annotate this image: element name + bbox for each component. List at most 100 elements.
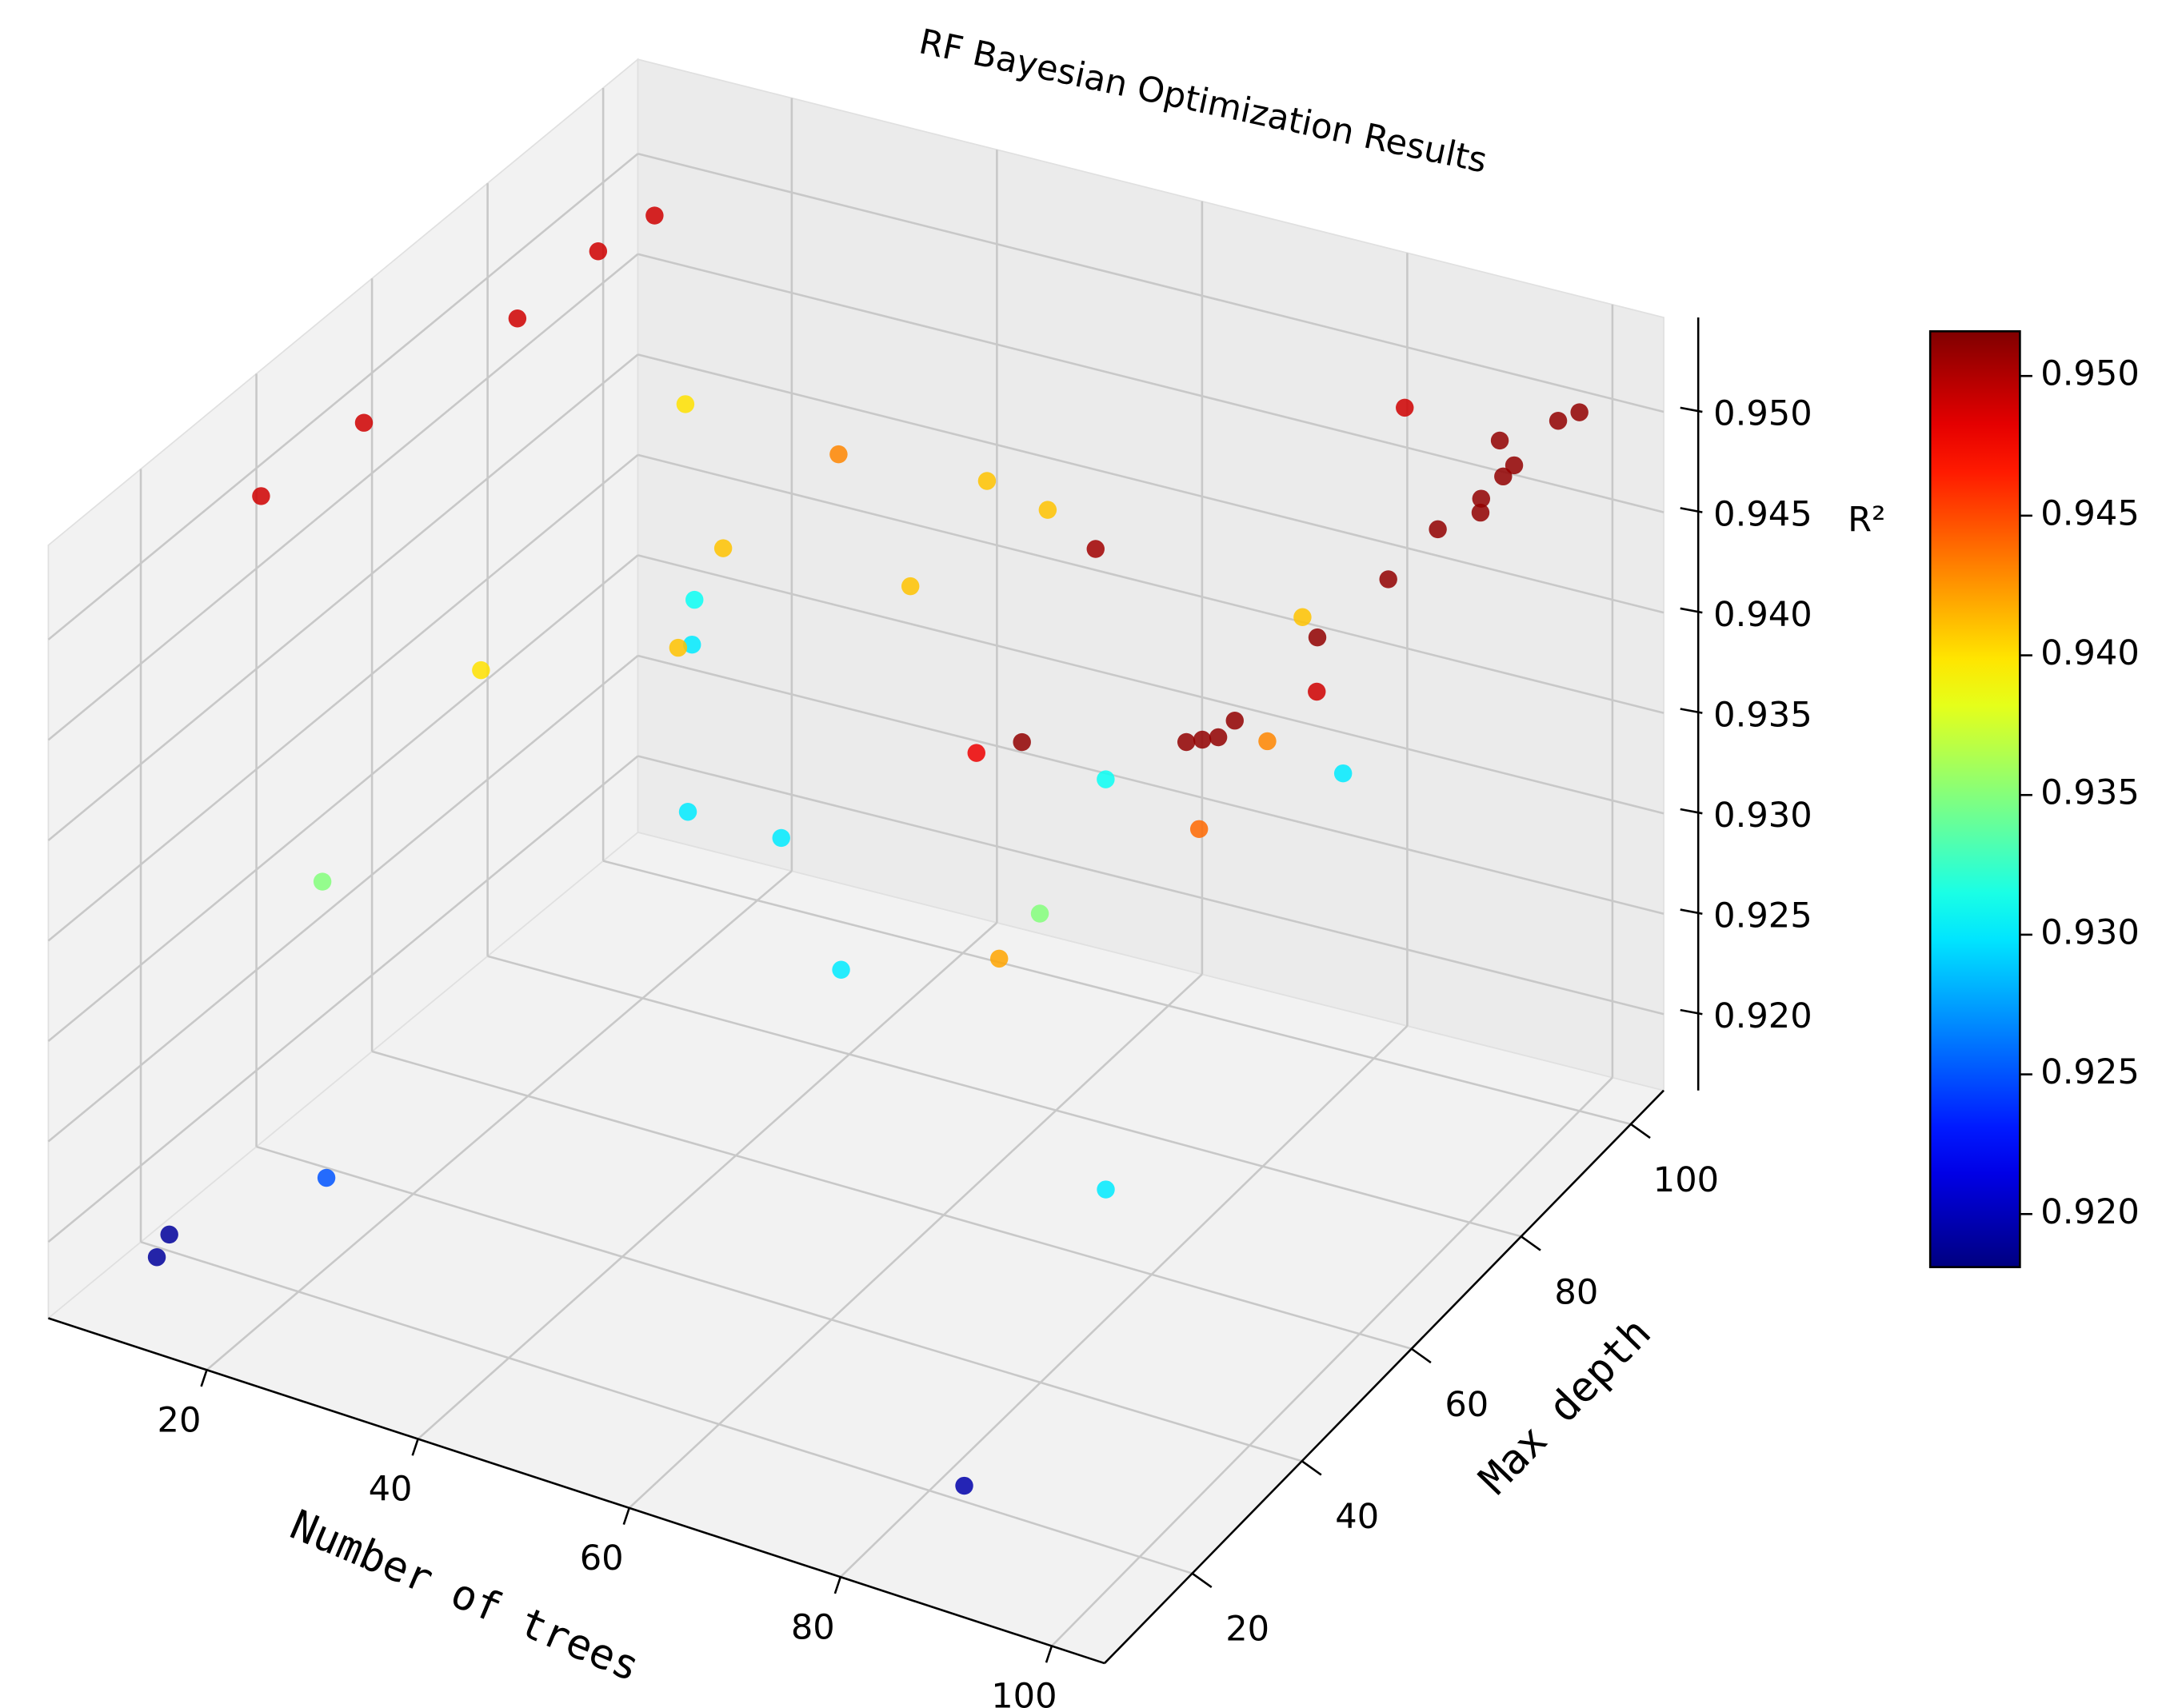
colorbar-tick-label: 0.935 (2040, 773, 2140, 813)
x-tick-label: 40 (369, 1470, 413, 1510)
colorbar (1928, 330, 2021, 1268)
data-point (1505, 456, 1524, 475)
y-tick (1521, 1235, 1541, 1251)
data-point (354, 413, 374, 432)
z-tick-label: 0.950 (1713, 394, 1812, 434)
z-tick-label: 0.930 (1713, 796, 1812, 836)
colorbar-tick-label: 0.925 (2040, 1052, 2140, 1092)
data-point (772, 828, 790, 848)
data-point (1293, 608, 1312, 626)
data-point (1097, 770, 1115, 788)
z-tick-label: 0.920 (1713, 996, 1812, 1036)
data-point (147, 1248, 166, 1267)
data-point (1379, 570, 1397, 589)
data-point (1177, 732, 1196, 752)
z-grid-line (47, 253, 639, 741)
data-point (676, 395, 695, 413)
colorbar-tick-label: 0.940 (2040, 633, 2140, 673)
y-tick (1191, 1572, 1213, 1588)
y-grid-line (140, 1240, 1193, 1574)
z-grid-line (637, 353, 1664, 614)
z-grid-line (637, 554, 1664, 815)
data-point (1086, 540, 1105, 558)
x-tick (200, 1369, 208, 1387)
x-grid-line (628, 973, 1203, 1509)
y-grid-line (256, 1145, 1303, 1463)
data-point (955, 1476, 973, 1495)
x-grid-line (1050, 1076, 1613, 1647)
z-grid-line (47, 453, 639, 942)
data-point (829, 445, 848, 464)
y-tick (1301, 1460, 1322, 1476)
data-point (1225, 711, 1244, 730)
x-tick (1045, 1646, 1053, 1663)
data-point (589, 242, 608, 261)
y-tick (1411, 1347, 1432, 1364)
x-tick-label: 80 (791, 1607, 835, 1647)
z-grid-line (637, 755, 1664, 1016)
z-grid-line (637, 152, 1664, 413)
x-tick-label: 20 (158, 1400, 202, 1440)
data-point (313, 872, 332, 891)
data-point (317, 1168, 336, 1187)
x-axis-label: Number of trees (283, 1501, 646, 1691)
data-point (989, 949, 1009, 968)
z-grid-line (47, 554, 639, 1043)
x-tick (622, 1507, 630, 1525)
data-point (1097, 1180, 1115, 1199)
data-point (678, 803, 697, 821)
x-tick-label: 100 (991, 1677, 1057, 1708)
x-grid-line (417, 921, 998, 1440)
data-point (1494, 467, 1513, 486)
y-tick-label: 20 (1225, 1610, 1269, 1650)
data-point (1472, 489, 1491, 508)
data-point (669, 638, 688, 657)
z-axis-label: R² (1848, 500, 1885, 540)
data-point (1013, 732, 1031, 752)
x-grid-line (839, 1025, 1409, 1578)
x-axis-line (48, 1317, 1105, 1665)
data-point (252, 487, 270, 505)
data-point (1189, 820, 1209, 839)
z-grid-line (47, 353, 639, 841)
data-point (1193, 730, 1212, 749)
z-grid-line (637, 453, 1664, 714)
data-point (1308, 682, 1326, 701)
data-point (1396, 398, 1414, 417)
y-grid-line (487, 955, 1522, 1238)
x-tick (411, 1439, 419, 1456)
y-tick-label: 40 (1335, 1497, 1379, 1537)
data-point (1549, 412, 1568, 430)
data-point (1030, 904, 1049, 923)
colorbar-tick-label: 0.945 (2040, 493, 2140, 533)
x-grid-line (206, 870, 793, 1371)
data-point (508, 309, 527, 328)
data-point (685, 590, 704, 609)
data-point (977, 472, 997, 490)
z-grid-line (47, 654, 639, 1143)
data-point (1429, 520, 1447, 539)
y-tick-label: 100 (1653, 1160, 1719, 1200)
data-point (682, 635, 701, 654)
colorbar-tick-label: 0.920 (2040, 1192, 2140, 1232)
data-point (1308, 628, 1327, 647)
y-axis-label: Max depth (1470, 1309, 1660, 1503)
y-axis-line (1104, 1089, 1664, 1664)
data-point (645, 206, 664, 225)
colorbar-tick-label: 0.930 (2040, 912, 2140, 952)
z-grid-line (637, 654, 1664, 915)
y-grid-line (371, 1050, 1413, 1351)
z-tick-label: 0.925 (1713, 896, 1812, 936)
data-point (1209, 728, 1228, 747)
data-point (713, 539, 733, 557)
x-tick-label: 60 (580, 1538, 624, 1578)
x-tick (833, 1576, 842, 1594)
y-tick-label: 60 (1445, 1385, 1489, 1425)
data-point (1038, 501, 1057, 519)
y-grid-line (602, 860, 1632, 1126)
z-grid-line (47, 755, 639, 1243)
colorbar-tick-label: 0.950 (2040, 354, 2140, 394)
data-point (1490, 431, 1509, 450)
